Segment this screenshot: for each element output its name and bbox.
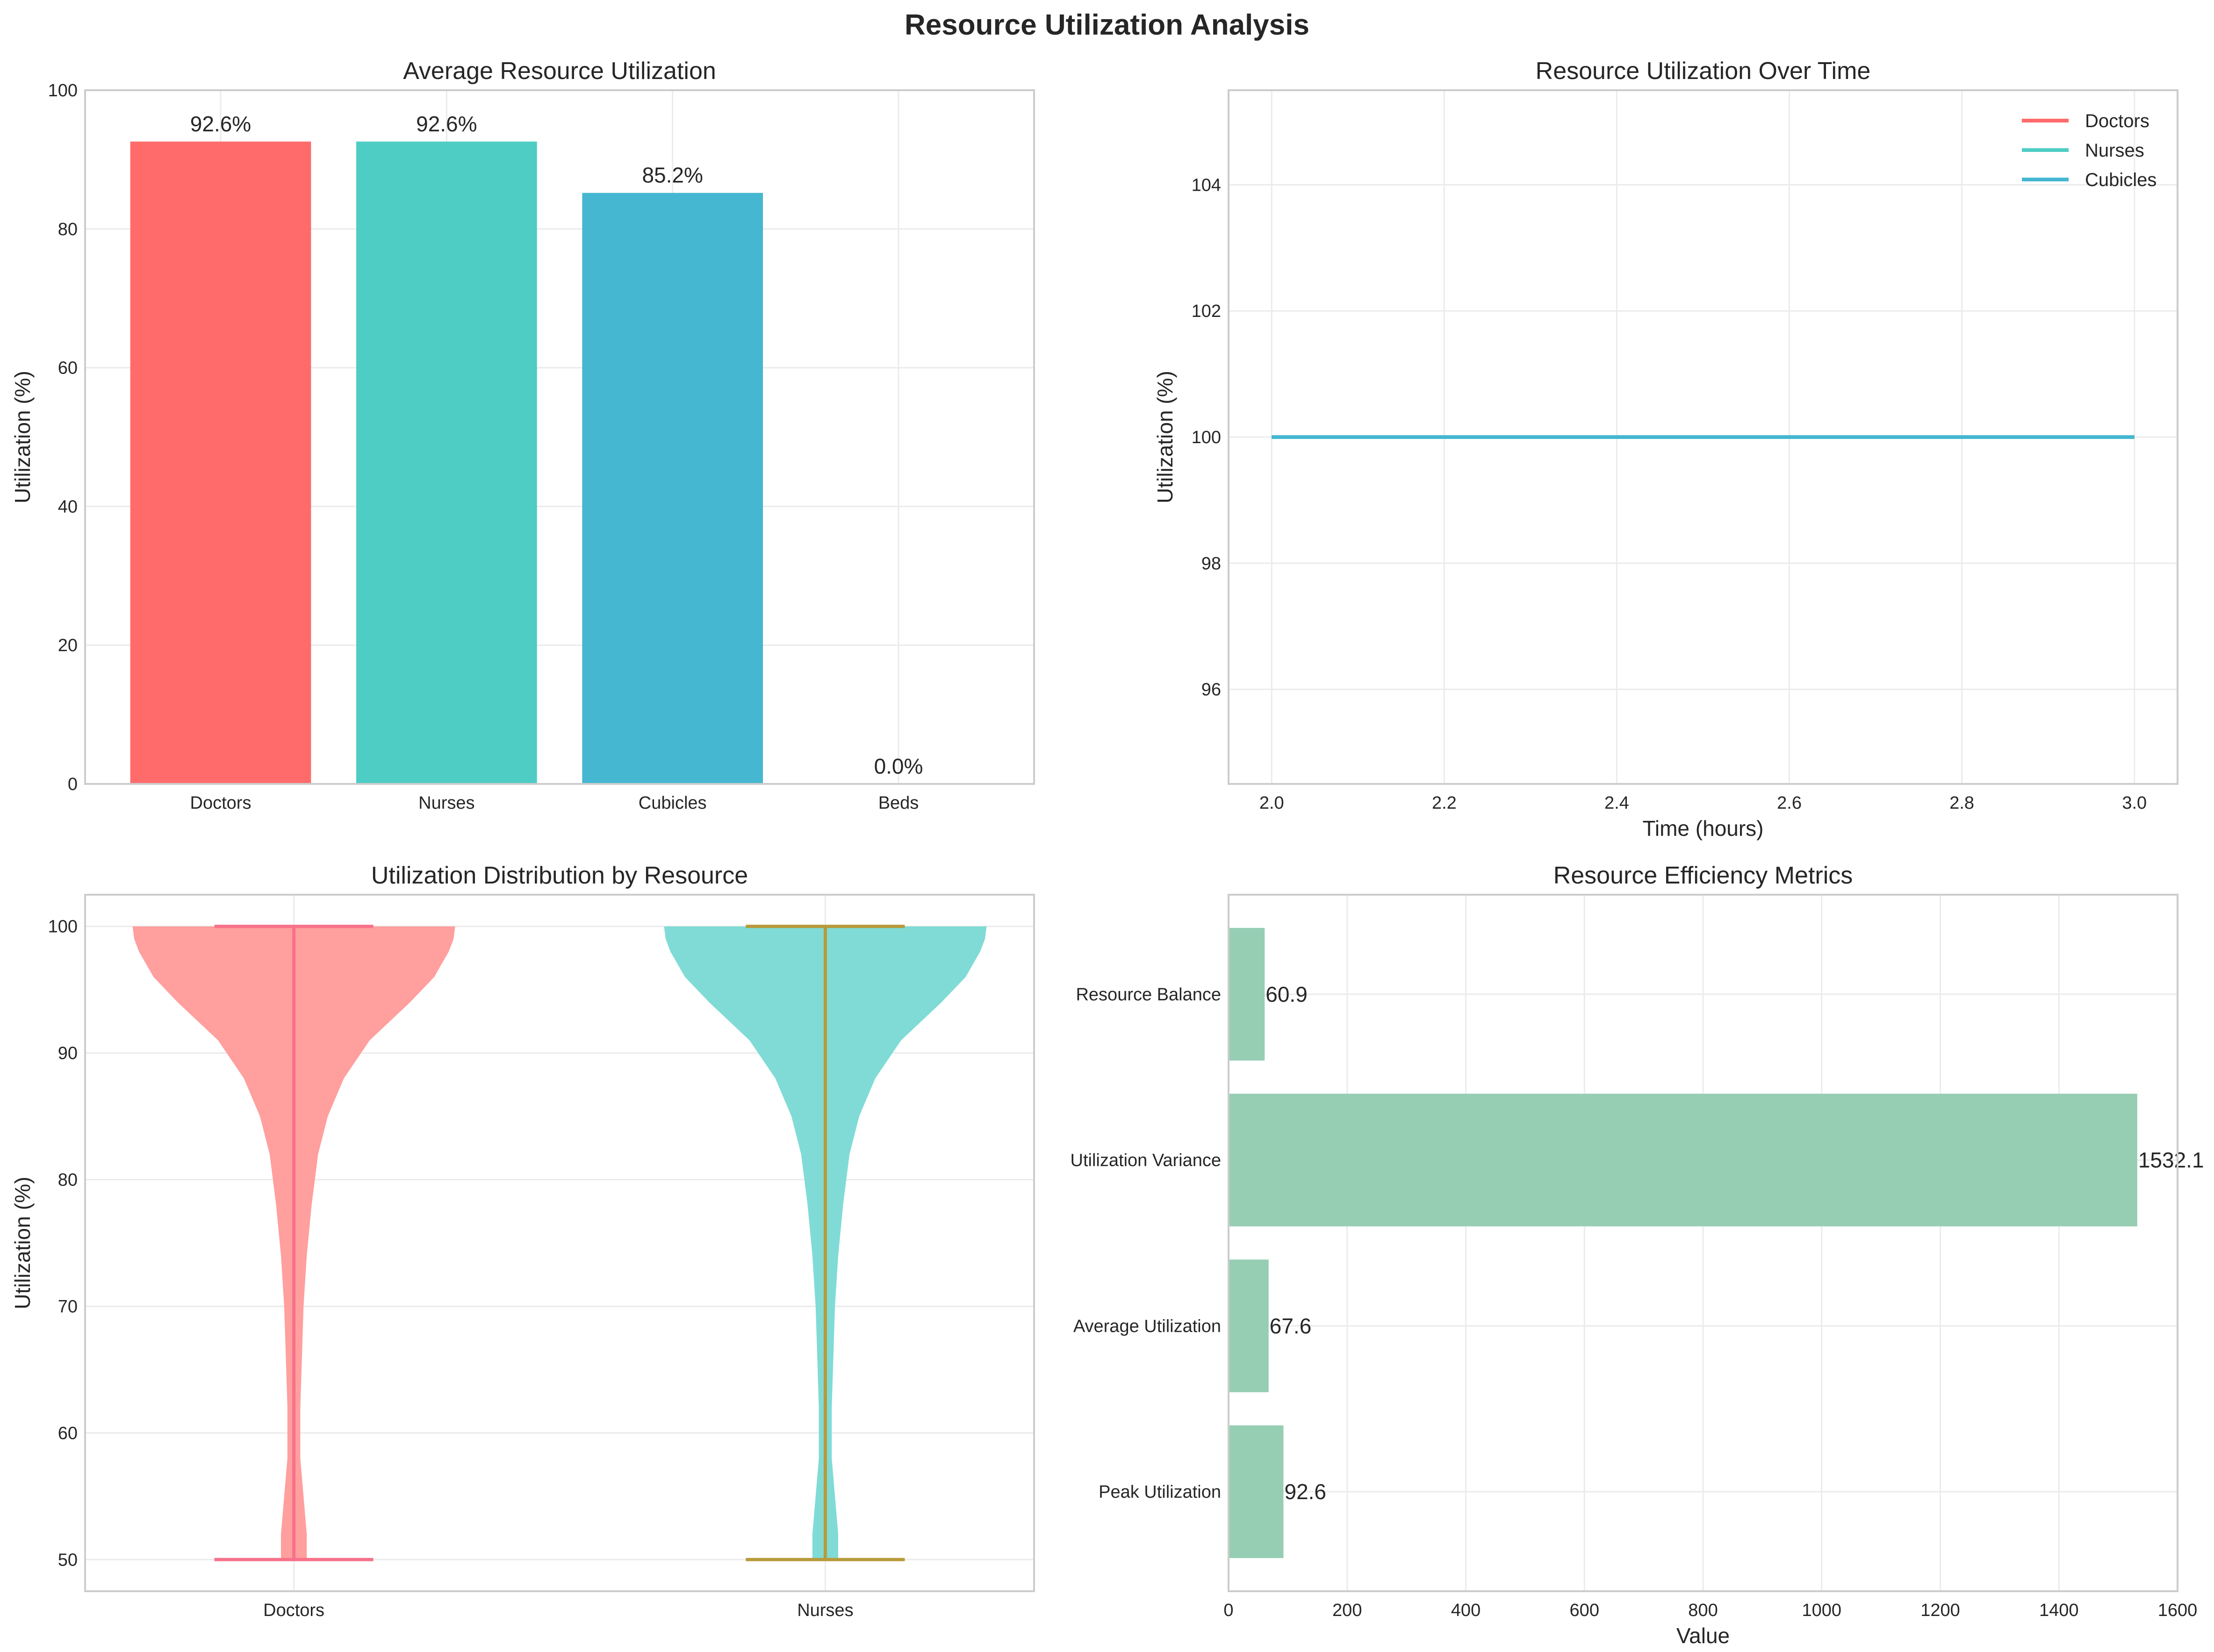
x-axis-label: Time (hours) [1643, 816, 1764, 840]
metric-value-label: 1532.1 [2138, 1148, 2204, 1172]
y-tick-label: Utilization Variance [1071, 1151, 1221, 1171]
y-tick-label: 50 [58, 1550, 78, 1570]
y-tick-label: 70 [58, 1297, 78, 1316]
efficiency-metrics-panel: 92.6 67.6 1532.1 60.9 0 200 400 600 800 1000 1200 1… [1071, 862, 2204, 1648]
x-tick-label: Doctors [190, 793, 252, 813]
x-tick-label: Cubicles [639, 793, 707, 813]
y-tick-label: 100 [48, 917, 78, 937]
axes-frame [84, 894, 1035, 1592]
y-axis-label: Utilization (%) [10, 371, 35, 503]
metric-bar [1229, 1093, 2137, 1227]
x-tick-label: 2.0 [1259, 793, 1284, 813]
metric-bar [1229, 927, 1265, 1061]
bar-value-label: 85.2% [642, 163, 703, 187]
y-axis-label: Utilization (%) [1153, 371, 1177, 503]
y-tick-label: Peak Utilization [1099, 1482, 1221, 1502]
y-tick-label: 104 [1192, 175, 1221, 195]
legend-label-cubicles: Cubicles [2085, 170, 2156, 190]
legend-label-nurses: Nurses [2085, 140, 2144, 161]
bar-doctors [130, 141, 311, 784]
y-tick-label: 100 [48, 81, 78, 101]
panel-title: Utilization Distribution by Resource [371, 862, 748, 889]
panel-title: Resource Efficiency Metrics [1553, 862, 1853, 889]
x-tick-label: 1200 [1920, 1601, 1960, 1620]
bar-nurses [356, 141, 537, 784]
metric-bar [1229, 1425, 1284, 1559]
axes-frame [1228, 89, 2178, 785]
y-tick-label: 96 [1201, 680, 1221, 700]
panel-title: Average Resource Utilization [403, 57, 716, 85]
x-tick-label: 2.2 [1432, 793, 1457, 813]
avg-utilization-panel: 92.6% 92.6% 85.2% 0.0% 0 20 40 60 80 100 Doctors Nu… [10, 57, 1035, 813]
y-tick-label: 20 [58, 636, 78, 655]
y-tick-label: 100 [1192, 428, 1221, 447]
bar-value-label: 0.0% [874, 754, 923, 778]
x-tick-label: 1600 [2158, 1601, 2198, 1620]
utilization-distribution-panel: 50 60 70 80 90 100 Doctors Nurses Utilization Di… [10, 862, 1035, 1620]
x-tick-label: Doctors [263, 1601, 324, 1620]
y-tick-label: 80 [58, 1171, 78, 1190]
y-tick-label: 90 [58, 1044, 78, 1063]
x-tick-label: 2.4 [1604, 793, 1629, 813]
y-tick-label: Average Utilization [1073, 1316, 1221, 1336]
metric-bar [1229, 1259, 1269, 1393]
y-tick-label: 40 [58, 497, 78, 517]
x-tick-label: 0 [1223, 1601, 1233, 1620]
x-tick-label: 400 [1451, 1601, 1481, 1620]
x-tick-label: Nurses [797, 1601, 853, 1620]
figure-title: Resource Utilization Analysis [905, 9, 1309, 41]
bar-value-label: 92.6% [190, 112, 251, 136]
x-tick-label: 2.8 [1949, 793, 1974, 813]
y-tick-label: 80 [58, 220, 78, 239]
x-tick-label: 3.0 [2122, 793, 2147, 813]
legend-label-doctors: Doctors [2085, 111, 2149, 131]
metric-value-label: 92.6 [1284, 1480, 1326, 1504]
y-tick-label: 0 [68, 775, 78, 794]
axes-frame [1228, 894, 2178, 1592]
x-tick-label: 200 [1332, 1601, 1362, 1620]
x-tick-label: 2.6 [1777, 793, 1802, 813]
x-axis-label: Value [1676, 1623, 1730, 1648]
y-tick-label: 98 [1201, 554, 1221, 574]
y-tick-label: 60 [58, 1423, 78, 1443]
bar-cubicles [582, 193, 763, 784]
x-tick-label: Beds [878, 793, 919, 813]
x-tick-label: Nurses [418, 793, 474, 813]
y-axis-label: Utilization (%) [10, 1177, 35, 1309]
x-tick-label: 1400 [2039, 1601, 2079, 1620]
x-tick-label: 600 [1570, 1601, 1599, 1620]
y-tick-label: 60 [58, 359, 78, 378]
x-tick-label: 1000 [1802, 1601, 1841, 1620]
metric-value-label: 67.6 [1270, 1314, 1312, 1338]
y-tick-label: Resource Balance [1076, 985, 1221, 1005]
bar-value-label: 92.6% [416, 112, 477, 136]
y-tick-label: 102 [1192, 302, 1221, 321]
axes-frame [84, 89, 1035, 785]
panel-title: Resource Utilization Over Time [1536, 57, 1871, 85]
x-tick-label: 800 [1688, 1601, 1718, 1620]
utilization-over-time-panel: 96 98 100 102 104 2.0 2.2 2.4 2.6 2.8 3.0 Resource … [1153, 57, 2178, 840]
metric-value-label: 60.9 [1265, 982, 1308, 1006]
